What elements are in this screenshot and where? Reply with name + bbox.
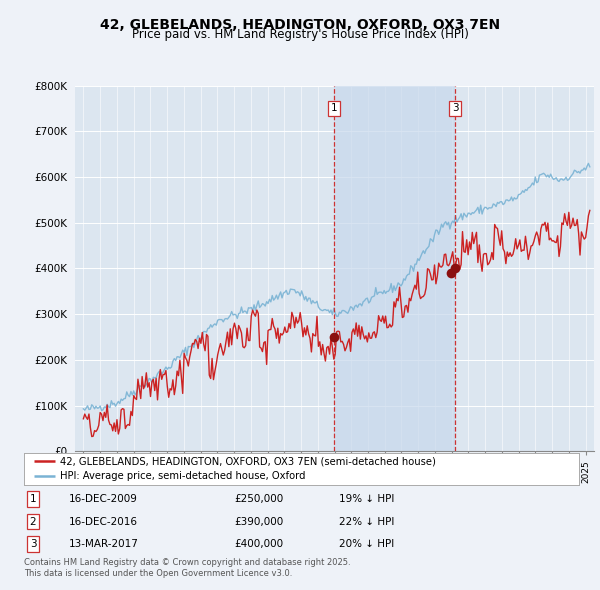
Text: £390,000: £390,000 bbox=[234, 517, 283, 526]
Text: Price paid vs. HM Land Registry's House Price Index (HPI): Price paid vs. HM Land Registry's House … bbox=[131, 28, 469, 41]
Text: 42, GLEBELANDS, HEADINGTON, OXFORD, OX3 7EN (semi-detached house): 42, GLEBELANDS, HEADINGTON, OXFORD, OX3 … bbox=[60, 456, 436, 466]
Text: £250,000: £250,000 bbox=[234, 494, 283, 504]
Bar bbox=[334, 86, 455, 451]
Text: 16-DEC-2009: 16-DEC-2009 bbox=[69, 494, 138, 504]
Text: 2: 2 bbox=[29, 517, 37, 526]
Text: 3: 3 bbox=[29, 539, 37, 549]
Text: 22% ↓ HPI: 22% ↓ HPI bbox=[339, 517, 394, 526]
Text: 19% ↓ HPI: 19% ↓ HPI bbox=[339, 494, 394, 504]
Text: 20% ↓ HPI: 20% ↓ HPI bbox=[339, 539, 394, 549]
Text: 16-DEC-2016: 16-DEC-2016 bbox=[69, 517, 138, 526]
Text: £400,000: £400,000 bbox=[234, 539, 283, 549]
Text: This data is licensed under the Open Government Licence v3.0.: This data is licensed under the Open Gov… bbox=[24, 569, 292, 578]
Text: 3: 3 bbox=[452, 103, 458, 113]
Text: Contains HM Land Registry data © Crown copyright and database right 2025.: Contains HM Land Registry data © Crown c… bbox=[24, 558, 350, 567]
Text: 13-MAR-2017: 13-MAR-2017 bbox=[69, 539, 139, 549]
Text: 1: 1 bbox=[29, 494, 37, 504]
Text: HPI: Average price, semi-detached house, Oxford: HPI: Average price, semi-detached house,… bbox=[60, 471, 305, 481]
Text: 42, GLEBELANDS, HEADINGTON, OXFORD, OX3 7EN: 42, GLEBELANDS, HEADINGTON, OXFORD, OX3 … bbox=[100, 18, 500, 32]
Text: 1: 1 bbox=[331, 103, 337, 113]
